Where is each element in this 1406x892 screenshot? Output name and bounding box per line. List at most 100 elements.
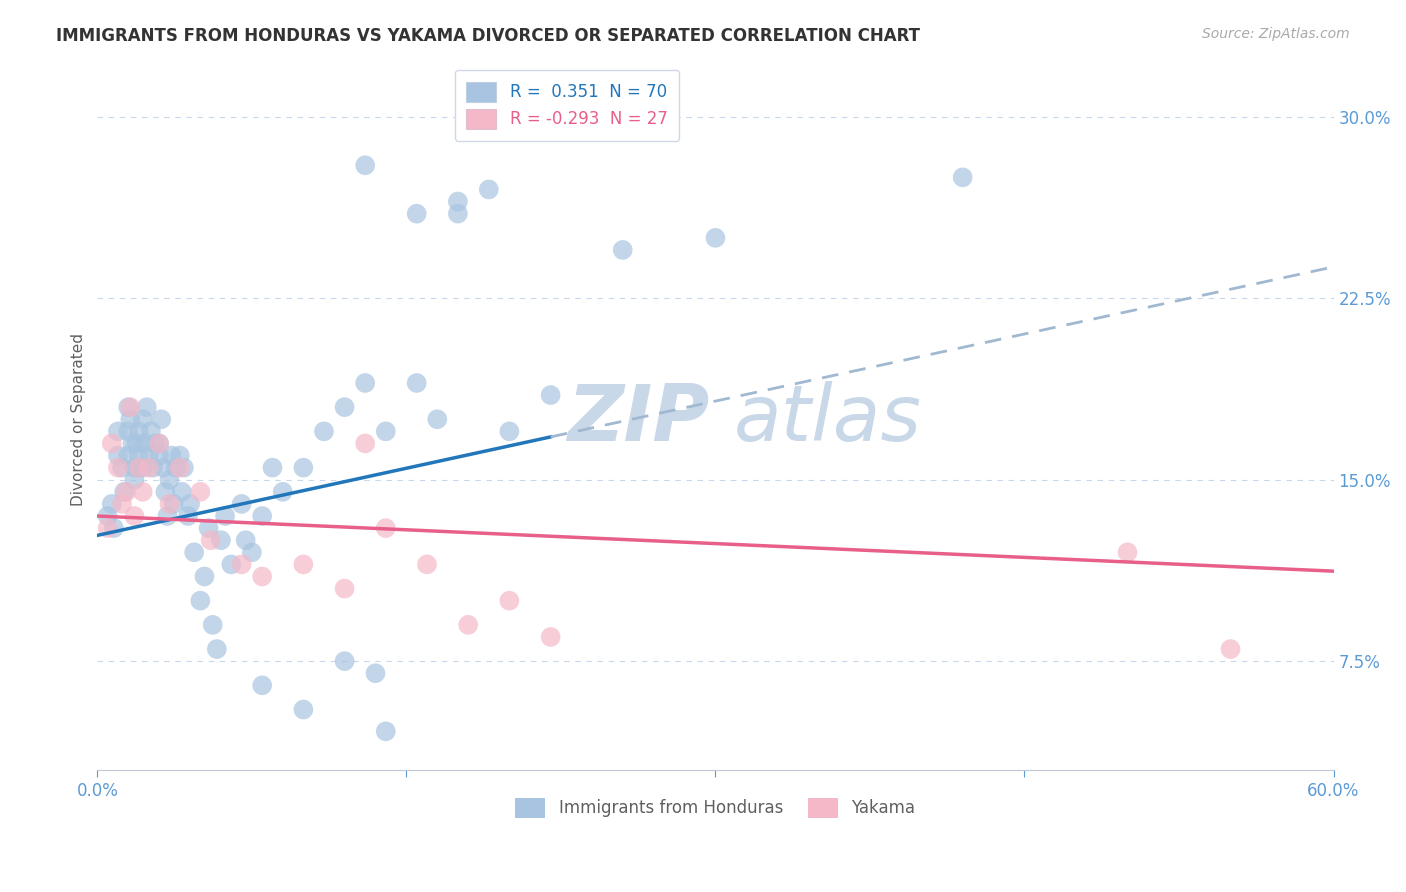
Point — [173, 460, 195, 475]
Point — [121, 436, 143, 450]
Point — [124, 473, 146, 487]
Point — [131, 484, 153, 499]
Point — [124, 508, 146, 523]
Point — [128, 425, 150, 439]
Point — [117, 425, 139, 439]
Point — [540, 630, 562, 644]
Text: IMMIGRANTS FROM HONDURAS VS YAKAMA DIVORCED OR SEPARATED CORRELATION CHART: IMMIGRANTS FROM HONDURAS VS YAKAMA DIVOR… — [56, 27, 921, 45]
Point — [100, 436, 122, 450]
Point — [125, 436, 148, 450]
Point — [183, 545, 205, 559]
Point — [115, 484, 138, 499]
Point — [540, 388, 562, 402]
Point — [107, 460, 129, 475]
Point — [169, 449, 191, 463]
Point — [250, 678, 273, 692]
Point — [1219, 642, 1241, 657]
Point — [97, 521, 120, 535]
Point — [405, 207, 427, 221]
Legend: Immigrants from Honduras, Yakama: Immigrants from Honduras, Yakama — [509, 791, 922, 825]
Point — [128, 460, 150, 475]
Point — [200, 533, 222, 548]
Point — [231, 558, 253, 572]
Point — [117, 400, 139, 414]
Point — [120, 412, 142, 426]
Point — [128, 449, 150, 463]
Point — [333, 400, 356, 414]
Point — [292, 460, 315, 475]
Point — [235, 533, 257, 548]
Point — [134, 436, 156, 450]
Point — [117, 449, 139, 463]
Point — [120, 400, 142, 414]
Point — [148, 436, 170, 450]
Point — [262, 460, 284, 475]
Point — [271, 484, 294, 499]
Point — [405, 376, 427, 390]
Point — [498, 425, 520, 439]
Point — [100, 497, 122, 511]
Point — [364, 666, 387, 681]
Point — [374, 724, 396, 739]
Point — [124, 460, 146, 475]
Point — [952, 170, 974, 185]
Point — [131, 460, 153, 475]
Point — [107, 425, 129, 439]
Point — [214, 508, 236, 523]
Point — [447, 207, 470, 221]
Point — [128, 460, 150, 475]
Point — [190, 593, 212, 607]
Point — [165, 460, 187, 475]
Point — [169, 460, 191, 475]
Point — [333, 654, 356, 668]
Point — [205, 642, 228, 657]
Point — [107, 449, 129, 463]
Point — [374, 425, 396, 439]
Point — [152, 460, 174, 475]
Point — [177, 508, 200, 523]
Point — [354, 158, 377, 172]
Point — [159, 473, 181, 487]
Point — [159, 497, 181, 511]
Point — [160, 449, 183, 463]
Point — [135, 400, 157, 414]
Point — [209, 533, 232, 548]
Point — [156, 508, 179, 523]
Point — [150, 412, 173, 426]
Point — [240, 545, 263, 559]
Point — [457, 618, 479, 632]
Point — [138, 449, 160, 463]
Point — [250, 508, 273, 523]
Point — [292, 558, 315, 572]
Point — [155, 484, 177, 499]
Point — [333, 582, 356, 596]
Point — [148, 436, 170, 450]
Point — [292, 702, 315, 716]
Y-axis label: Divorced or Separated: Divorced or Separated — [72, 333, 86, 506]
Point — [197, 521, 219, 535]
Point — [416, 558, 439, 572]
Point — [374, 521, 396, 535]
Point — [142, 460, 165, 475]
Point — [231, 497, 253, 511]
Point — [193, 569, 215, 583]
Point — [219, 558, 242, 572]
Text: atlas: atlas — [734, 381, 922, 458]
Text: ZIP: ZIP — [567, 381, 710, 458]
Point — [312, 425, 335, 439]
Text: Source: ZipAtlas.com: Source: ZipAtlas.com — [1202, 27, 1350, 41]
Point — [612, 243, 634, 257]
Point — [170, 484, 193, 499]
Point — [138, 460, 160, 475]
Point — [162, 497, 184, 511]
Point — [139, 425, 162, 439]
Point — [97, 508, 120, 523]
Point — [179, 497, 201, 511]
Point — [426, 412, 449, 426]
Point — [447, 194, 470, 209]
Point — [148, 449, 170, 463]
Point — [250, 569, 273, 583]
Point — [354, 376, 377, 390]
Point — [704, 231, 727, 245]
Point — [111, 460, 134, 475]
